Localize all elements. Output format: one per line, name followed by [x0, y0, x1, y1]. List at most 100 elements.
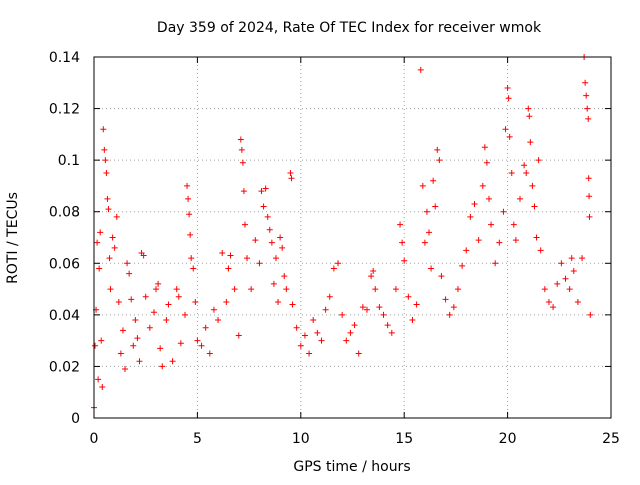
data-point [132, 317, 139, 324]
data-point [450, 304, 457, 311]
data-point [527, 139, 534, 146]
data-point [428, 265, 435, 272]
data-point [562, 275, 569, 282]
data-point [264, 213, 271, 220]
x-tick-label: 25 [602, 431, 620, 447]
data-point [103, 170, 110, 177]
data-point [117, 350, 124, 357]
data-point [227, 252, 234, 259]
data-point [107, 286, 114, 293]
x-tick-label: 15 [395, 431, 413, 447]
data-point [335, 260, 342, 267]
data-point [173, 286, 180, 293]
data-point [163, 317, 170, 324]
data-point [426, 229, 433, 236]
data-point [442, 296, 449, 303]
data-point [330, 265, 337, 272]
data-point [94, 239, 101, 246]
data-point [363, 306, 370, 313]
y-tick-label: 0.08 [49, 205, 80, 221]
data-point [500, 208, 507, 215]
data-point [190, 265, 197, 272]
y-tick-label: 0 [71, 411, 80, 427]
data-point [314, 329, 321, 336]
data-point [231, 286, 238, 293]
data-point [545, 298, 552, 305]
chart-title: Day 359 of 2024, Rate Of TEC Index for r… [157, 20, 542, 36]
data-point [550, 304, 557, 311]
x-tick-label: 20 [499, 431, 517, 447]
data-point [223, 298, 230, 305]
data-point [531, 203, 538, 210]
data-point [192, 298, 199, 305]
data-point [512, 237, 519, 244]
data-point [586, 193, 593, 200]
data-point [206, 350, 213, 357]
y-tick-label: 0.02 [49, 359, 80, 375]
data-point [184, 182, 191, 189]
data-point [523, 170, 530, 177]
data-point [510, 221, 517, 228]
data-point [194, 337, 201, 344]
data-point [583, 92, 590, 99]
data-point [380, 311, 387, 318]
data-point [281, 273, 288, 280]
data-point [419, 182, 426, 189]
data-point [136, 358, 143, 365]
data-point [202, 324, 209, 331]
data-point [146, 324, 153, 331]
data-point [109, 234, 116, 241]
data-point [326, 293, 333, 300]
data-point [399, 239, 406, 246]
y-tick-label: 0.14 [49, 50, 80, 66]
data-point [210, 306, 217, 313]
data-point [198, 342, 205, 349]
data-point [537, 247, 544, 254]
data-point [102, 157, 109, 164]
y-axis-label: ROTI / TECUs [5, 192, 21, 284]
data-point [270, 280, 277, 287]
data-point [96, 265, 103, 272]
data-point [293, 324, 300, 331]
data-point [568, 255, 575, 262]
data-point [376, 304, 383, 311]
data-point [421, 239, 428, 246]
data-point [92, 342, 99, 349]
data-point [215, 317, 222, 324]
data-point [248, 286, 255, 293]
data-point [355, 350, 362, 357]
data-point [95, 376, 102, 383]
data-point [142, 293, 149, 300]
data-point [438, 273, 445, 280]
data-point [436, 157, 443, 164]
y-tick-label: 0.04 [49, 308, 80, 324]
data-point [471, 200, 478, 207]
data-point [582, 79, 589, 86]
data-point [434, 146, 441, 153]
x-tick-label: 0 [90, 431, 99, 447]
data-point [417, 66, 424, 73]
data-point [454, 286, 461, 293]
data-point [153, 286, 160, 293]
data-point [481, 144, 488, 151]
data-point [256, 260, 263, 267]
data-point [106, 255, 113, 262]
data-point [275, 298, 282, 305]
data-point [140, 252, 147, 259]
data-point [288, 175, 295, 182]
data-point [185, 195, 192, 202]
data-point [130, 342, 137, 349]
data-point [388, 329, 395, 336]
data-point [157, 345, 164, 352]
data-point [585, 115, 592, 122]
data-point [529, 182, 536, 189]
data-point [485, 195, 492, 202]
data-point [128, 296, 135, 303]
data-point [541, 286, 548, 293]
data-point [496, 239, 503, 246]
data-point [370, 268, 377, 275]
data-point [283, 286, 290, 293]
data-point [272, 255, 279, 262]
data-point [584, 105, 591, 112]
